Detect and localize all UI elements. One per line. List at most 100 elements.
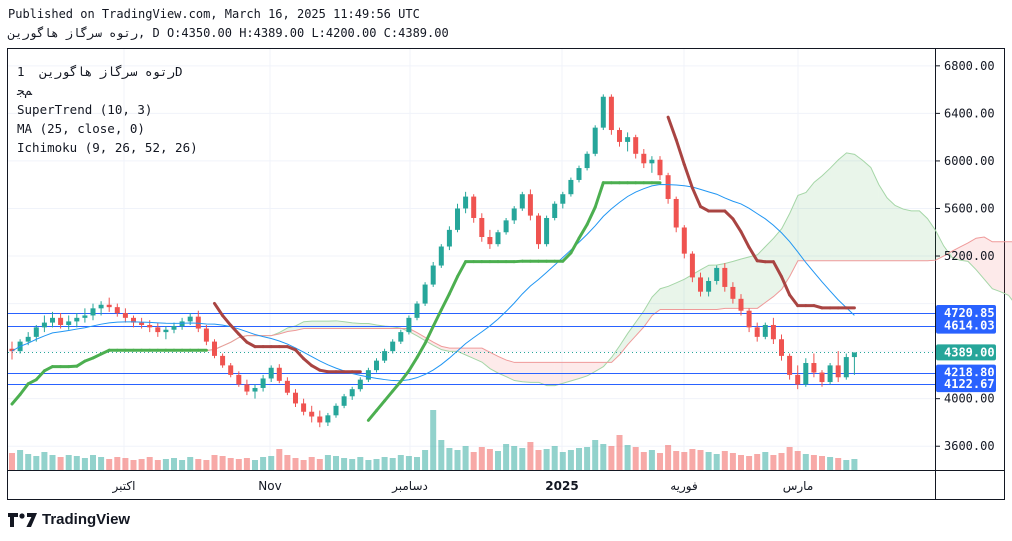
volume-bar bbox=[260, 457, 267, 470]
ohlc-line: رتوه سرگاز هاگورین, D O:4350.00 H:4389.0… bbox=[8, 26, 449, 40]
price-label-text: 4720.85 bbox=[944, 306, 995, 320]
candle-body bbox=[228, 365, 234, 375]
volume-bar bbox=[576, 448, 582, 470]
price-label-text: 4122.67 bbox=[944, 377, 995, 391]
candle-body bbox=[511, 208, 517, 221]
volume-bar bbox=[551, 446, 558, 470]
candle-body bbox=[268, 367, 274, 379]
cloud-segment bbox=[1008, 241, 1012, 300]
x-axis-label: فوریه bbox=[670, 479, 698, 494]
price-label-box bbox=[936, 376, 996, 393]
volume-bar bbox=[349, 459, 356, 470]
cloud-segment bbox=[303, 321, 312, 329]
legend-symbol[interactable]: رتوه سرگاز هاگورین 1D bbox=[17, 64, 183, 79]
volume-bar bbox=[130, 460, 137, 470]
volume-bar bbox=[357, 457, 364, 470]
y-axis-tick-label: 3600.00 bbox=[944, 439, 995, 453]
supertrend-up-segment bbox=[415, 341, 427, 360]
volume-bar bbox=[292, 458, 299, 470]
volume-bar bbox=[73, 456, 80, 470]
candle-body bbox=[74, 317, 80, 322]
candle-body bbox=[66, 321, 72, 325]
cloud-segment bbox=[700, 265, 709, 310]
candle-body bbox=[406, 317, 412, 333]
volume-bar bbox=[503, 444, 510, 470]
price-label-box bbox=[936, 344, 996, 361]
volume-bar bbox=[681, 452, 688, 470]
volume-bar bbox=[162, 459, 169, 470]
tradingview-logo-icon bbox=[8, 512, 37, 527]
candle-body bbox=[681, 227, 687, 254]
legend-ichimoku[interactable]: Ichimoku (9, 26, 52, 26) bbox=[17, 140, 198, 155]
cloud-segment bbox=[814, 175, 823, 261]
cloud-segment bbox=[741, 256, 750, 309]
volume-bar bbox=[843, 460, 850, 470]
supertrend-up-segment bbox=[26, 378, 38, 386]
cloud-segment bbox=[611, 345, 620, 363]
volume-bar bbox=[300, 460, 307, 470]
cloud-segment bbox=[449, 348, 458, 352]
volume-bar bbox=[754, 454, 761, 470]
volume-bar bbox=[495, 451, 501, 470]
volume-bar bbox=[835, 458, 842, 470]
legend-supertrend[interactable]: SuperTrend (10, 3) bbox=[17, 102, 153, 117]
legend-ma[interactable]: MA (25, close, 0) bbox=[17, 121, 145, 136]
candle-body bbox=[536, 215, 541, 245]
tradingview-logo[interactable]: TradingView bbox=[8, 511, 130, 528]
volume-bar bbox=[810, 455, 817, 470]
y-axis-tick-label: 6000.00 bbox=[944, 154, 995, 168]
volume-bar bbox=[600, 444, 607, 470]
candle-body bbox=[698, 277, 703, 292]
volume-bar bbox=[430, 410, 437, 470]
cloud-segment bbox=[287, 325, 296, 332]
candle-body bbox=[106, 304, 112, 308]
candle-body bbox=[309, 411, 315, 417]
chart-legend: رتوه سرگاز هاگورین 1D ﻢﺠ SuperTrend (10,… bbox=[17, 62, 198, 157]
candle-body bbox=[82, 315, 88, 318]
candle-body bbox=[114, 307, 120, 314]
volume-bar bbox=[324, 455, 331, 470]
volume-bar bbox=[219, 456, 226, 470]
candle-body bbox=[835, 365, 841, 378]
cloud-segment bbox=[927, 218, 936, 261]
volume-bar bbox=[535, 450, 542, 470]
candle-body bbox=[657, 159, 663, 176]
cloud-segment bbox=[789, 195, 798, 277]
volume-bar bbox=[98, 457, 105, 470]
supertrend-down-segment bbox=[221, 314, 233, 327]
cloud-segment bbox=[959, 242, 968, 262]
volume-bar bbox=[138, 459, 145, 470]
price-label: 4122.67 bbox=[936, 376, 996, 393]
candle-body bbox=[851, 352, 857, 358]
candle-body bbox=[252, 387, 258, 392]
candle-body bbox=[738, 298, 744, 311]
cloud-segment bbox=[757, 246, 766, 309]
supertrend-down-segment bbox=[682, 163, 694, 190]
x-axis-label: مارس bbox=[783, 479, 814, 494]
supertrend-down-segment bbox=[771, 260, 783, 279]
volume-bar bbox=[454, 450, 461, 470]
volume-bar bbox=[195, 459, 202, 470]
supertrend-down-segment bbox=[310, 364, 322, 372]
volume-bar bbox=[746, 456, 753, 470]
volume-bar bbox=[778, 453, 785, 470]
candle-body bbox=[203, 328, 209, 342]
supertrend-down-segment bbox=[723, 209, 735, 221]
candle-body bbox=[333, 405, 339, 416]
candle-body bbox=[122, 313, 128, 318]
volume-bar bbox=[81, 458, 88, 470]
cloud-segment bbox=[984, 237, 993, 289]
cloud-segment bbox=[522, 362, 531, 383]
volume-bar bbox=[146, 457, 153, 470]
volume-bar bbox=[486, 449, 493, 470]
candle-body bbox=[795, 374, 801, 385]
volume-bar bbox=[333, 456, 339, 470]
cloud-segment bbox=[846, 152, 855, 261]
volume-bar bbox=[308, 457, 315, 470]
candle-body bbox=[341, 396, 347, 406]
volume-bar bbox=[373, 459, 380, 470]
cloud-segment bbox=[749, 254, 758, 309]
candle-body bbox=[552, 203, 558, 218]
volume-bar bbox=[802, 454, 809, 470]
